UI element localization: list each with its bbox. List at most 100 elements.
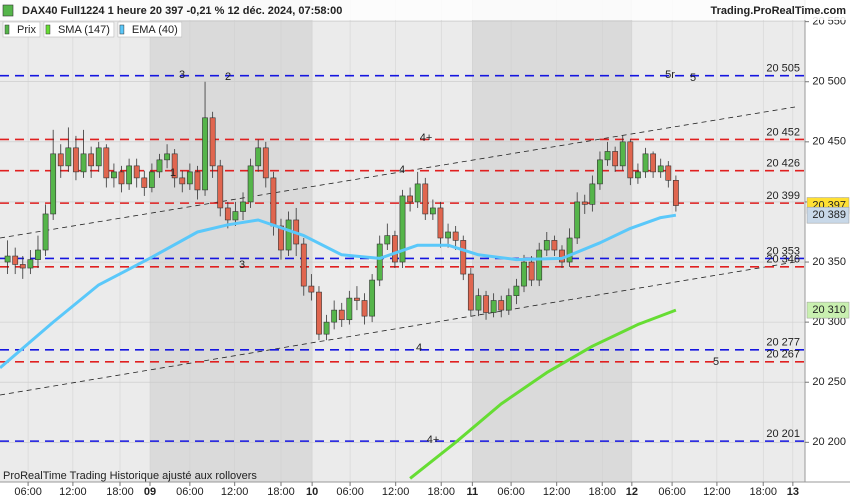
candle-body xyxy=(536,249,543,281)
title-icon xyxy=(2,4,14,17)
wave-label: 5 xyxy=(713,356,719,368)
legend-label: EMA (40) xyxy=(132,24,178,36)
last-value-label: 20 389 xyxy=(812,209,846,221)
y-tick-label: 20 250 xyxy=(812,376,846,388)
legend-swatch xyxy=(119,24,125,35)
y-tick-label: 20 350 xyxy=(812,256,846,268)
candle-body xyxy=(65,147,72,167)
x-tick-label: 06:00 xyxy=(176,486,204,498)
candle-body xyxy=(665,165,672,181)
candle-body xyxy=(642,153,649,173)
candle-body xyxy=(346,297,353,321)
x-tick-label: 18:00 xyxy=(749,486,777,498)
candle-body xyxy=(574,201,581,239)
source: Trading.ProRealTime.com xyxy=(710,5,846,17)
candle-body xyxy=(331,309,338,323)
level-label: 20 277 xyxy=(766,337,800,349)
candle-body xyxy=(88,153,95,167)
candle-body xyxy=(612,151,619,167)
day-band xyxy=(150,0,312,482)
y-tick-label: 20 500 xyxy=(812,76,846,88)
candle-body xyxy=(247,165,254,203)
day-band xyxy=(312,0,472,482)
wave-label: 3 xyxy=(179,69,185,81)
candle-body xyxy=(513,285,520,296)
candle-body xyxy=(490,300,497,313)
candle-body xyxy=(581,201,588,205)
candle-body xyxy=(475,295,482,311)
candle-body xyxy=(604,151,611,161)
last-value-box xyxy=(806,301,850,319)
candle-body xyxy=(57,153,64,167)
wave-label: 3 xyxy=(239,259,245,271)
level-label: 20 426 xyxy=(766,158,800,170)
chart-title: DAX40 Full1224 1 heure 20 397 -0,21 % 12… xyxy=(22,5,342,17)
candle-body xyxy=(467,273,474,311)
level-label: 20 452 xyxy=(766,126,800,138)
candle-body xyxy=(429,207,436,215)
candle-body xyxy=(209,117,216,167)
candle-body xyxy=(361,300,368,317)
candle-body xyxy=(19,264,26,269)
candle-body xyxy=(255,147,262,167)
wave-label: 5 xyxy=(690,72,696,84)
x-tick-label: 12 xyxy=(626,486,638,498)
legend-box xyxy=(43,21,115,38)
level-label: 20 201 xyxy=(766,428,800,440)
candle-body xyxy=(650,153,657,173)
candle-body xyxy=(50,153,57,215)
level-label: 20 267 xyxy=(766,349,800,361)
candle-body xyxy=(95,147,102,167)
candle-body xyxy=(316,291,322,335)
x-tick-label: 13 xyxy=(787,486,799,498)
x-tick-label: 12:00 xyxy=(221,486,249,498)
candle-body xyxy=(528,261,535,281)
candle-body xyxy=(202,117,208,191)
candle-body xyxy=(437,207,444,239)
x-tick-label: 10 xyxy=(306,486,318,498)
last-value-box xyxy=(806,206,850,224)
footer: ProRealTime Trading Historique ajusté au… xyxy=(3,470,257,482)
candle-body xyxy=(376,243,383,281)
candle-body xyxy=(278,225,284,251)
candle-body xyxy=(521,261,527,287)
candle-body xyxy=(414,183,421,203)
candle-body xyxy=(597,159,603,185)
day-band xyxy=(0,0,150,482)
candle-body xyxy=(369,279,376,317)
y-tick-label: 20 200 xyxy=(812,436,846,448)
candle-body xyxy=(35,249,41,260)
candle-body xyxy=(559,249,565,263)
wave-label: 4+ xyxy=(420,132,433,144)
candle-body xyxy=(452,231,459,241)
candle-body xyxy=(73,147,79,173)
x-tick-label: 11 xyxy=(467,486,479,498)
candle-body xyxy=(392,235,398,263)
candle-body xyxy=(627,141,634,179)
candle-body xyxy=(262,147,269,179)
candle-body xyxy=(422,183,429,215)
candle-body xyxy=(179,177,186,185)
candle-body xyxy=(111,171,117,179)
wave-label: 4+ xyxy=(427,434,440,446)
annotations: 3 2 5r 5 4+ 4 1 3 4 5 4+ xyxy=(170,69,719,446)
candle-body xyxy=(505,295,512,311)
candle-body xyxy=(164,153,170,161)
legend: Prix SMA (147) EMA (40) xyxy=(2,21,183,38)
day-band xyxy=(632,0,805,482)
candle-body xyxy=(589,183,596,205)
x-tick-label: 12:00 xyxy=(382,486,410,498)
candle-body xyxy=(445,231,451,239)
candle-body xyxy=(80,153,87,173)
x-tick-label: 18:00 xyxy=(588,486,616,498)
wave-label: 4 xyxy=(416,342,422,354)
x-tick-label: 18:00 xyxy=(427,486,455,498)
x-tick-label: 18:00 xyxy=(267,486,295,498)
candle-body xyxy=(12,255,19,265)
candle-body xyxy=(399,195,406,263)
candle-body xyxy=(4,255,11,263)
candle-body xyxy=(194,171,201,191)
level-label: 20 353 xyxy=(766,245,800,257)
legend-box xyxy=(117,21,183,38)
